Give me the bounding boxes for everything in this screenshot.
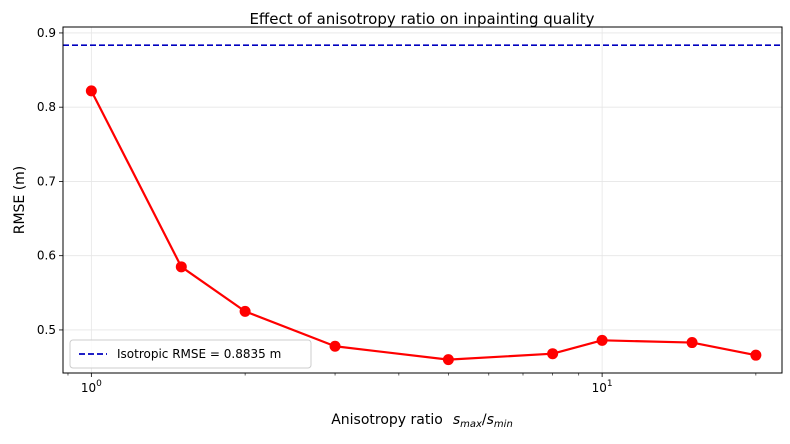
data-point — [175, 261, 187, 273]
x-axis-label-sub1: max — [460, 419, 482, 430]
y-tick-label: 0.9 — [37, 26, 56, 40]
x-axis-label-sub2: min — [494, 419, 513, 430]
y-tick-label: 0.6 — [37, 249, 56, 263]
grid — [63, 27, 782, 373]
x-tick-exponent: 1 — [607, 379, 613, 389]
data-point — [686, 337, 698, 349]
x-axis: 100 101 — [67, 373, 757, 395]
data-point — [239, 305, 251, 317]
x-axis-label-s2: s — [487, 412, 494, 428]
data-point — [442, 354, 454, 366]
data-point — [750, 349, 762, 361]
y-axis-label: RMSE (m) — [12, 166, 28, 235]
data-point — [596, 334, 608, 346]
series-layer — [85, 85, 762, 366]
legend-label: Isotropic RMSE = 0.8835 m — [117, 347, 281, 361]
x-axis-label: Anisotropy ratio smax/smin — [331, 412, 513, 430]
x-axis-label-s1: s — [453, 412, 460, 428]
data-point — [547, 348, 559, 360]
data-point — [85, 85, 97, 97]
x-axis-label-prefix: Anisotropy ratio — [331, 412, 443, 428]
legend: Isotropic RMSE = 0.8835 m — [69, 339, 312, 369]
x-tick-label: 100 — [81, 379, 102, 395]
x-tick-label: 101 — [592, 379, 613, 395]
chart-title: Effect of anisotropy ratio on inpainting… — [249, 10, 594, 28]
legend-box — [69, 339, 312, 369]
y-tick-label: 0.8 — [37, 100, 56, 114]
x-axis-label-slash: / — [482, 412, 487, 428]
plot-area-frame — [62, 26, 783, 374]
x-tick-exponent: 0 — [96, 379, 102, 389]
y-axis: 0.5 0.6 0.7 0.8 0.9 — [37, 26, 63, 337]
data-point — [329, 340, 341, 352]
x-tick-base: 10 — [81, 381, 96, 395]
y-tick-label: 0.5 — [37, 323, 56, 337]
x-tick-base: 10 — [592, 381, 607, 395]
y-tick-label: 0.7 — [37, 174, 56, 188]
